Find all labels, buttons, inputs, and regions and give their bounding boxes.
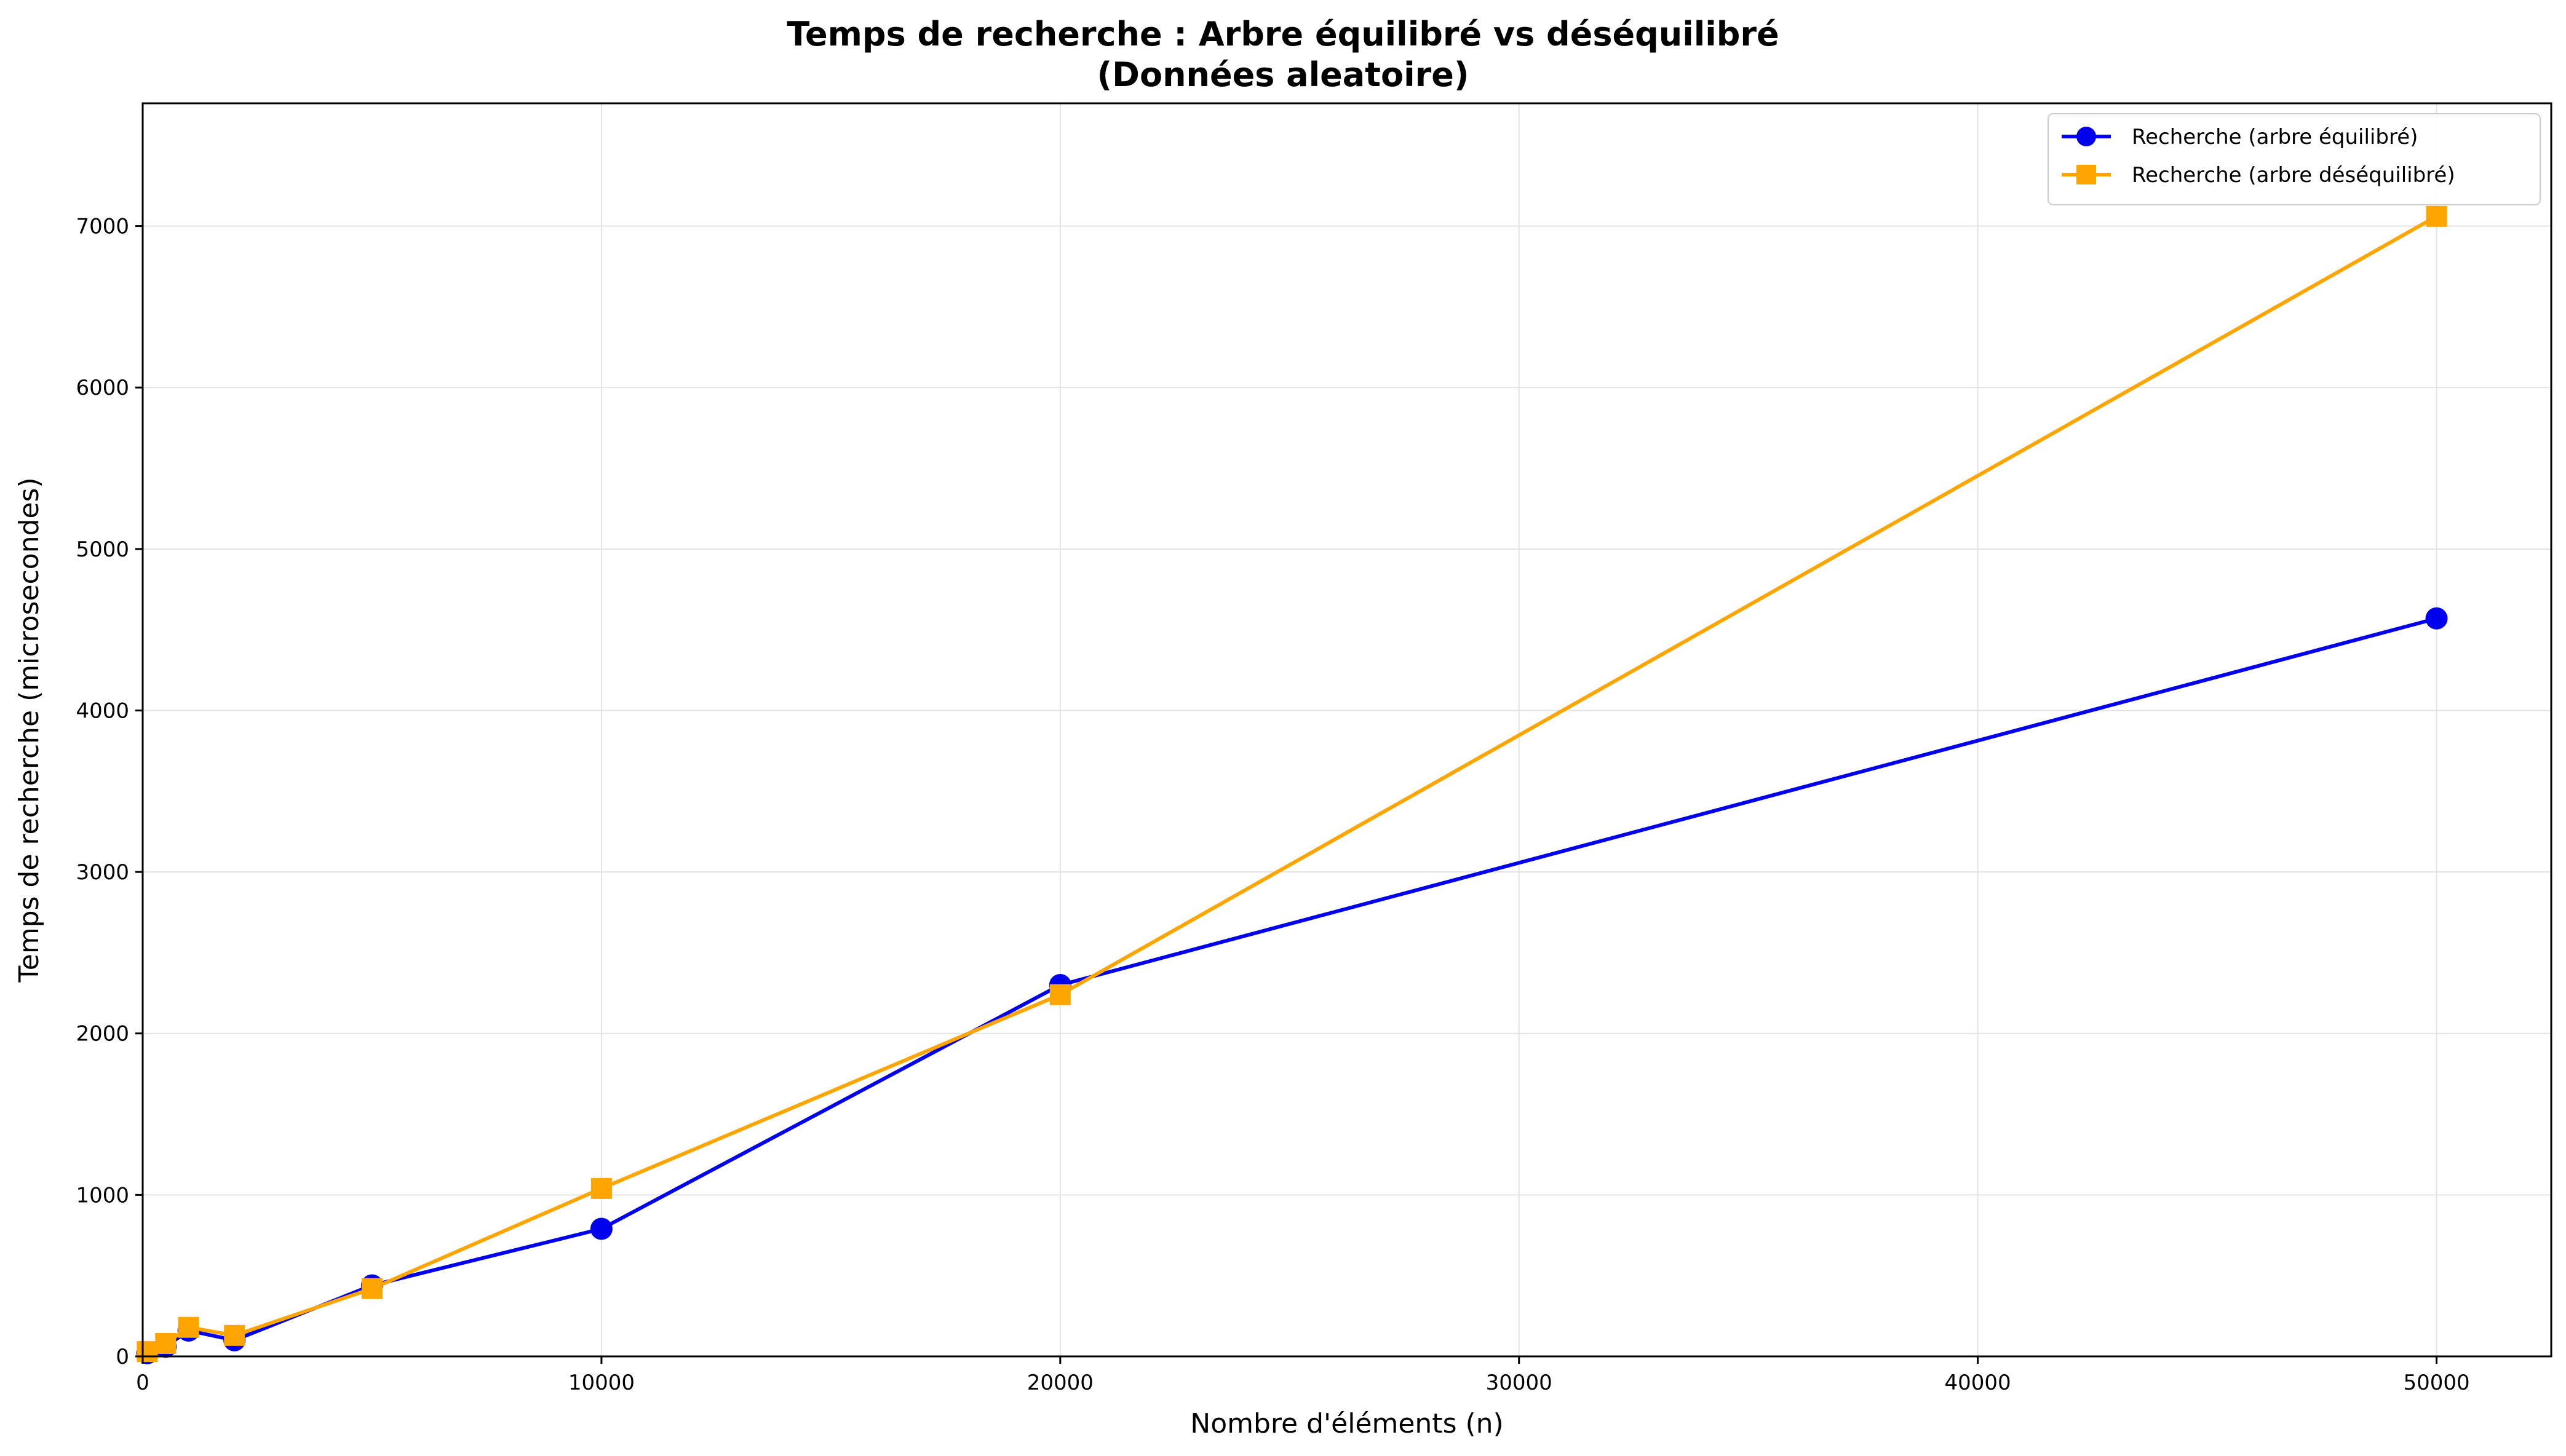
data-point-square [361, 1278, 383, 1299]
legend-label-balanced: Recherche (arbre équilibré) [2132, 125, 2418, 149]
chart-title: Temps de recherche : Arbre équilibré vs … [787, 15, 1779, 53]
y-tick-label: 1000 [76, 1183, 129, 1208]
legend: Recherche (arbre équilibré) Recherche (a… [2048, 113, 2541, 205]
x-tick-label: 40000 [1945, 1371, 2011, 1395]
y-tick-label: 0 [116, 1345, 129, 1369]
grid-lines [142, 103, 2551, 1357]
y-axis-label: Temps de recherche (microsecondes) [14, 477, 45, 983]
y-tick-label: 6000 [76, 376, 129, 400]
legend-marker-unbalanced [2076, 165, 2096, 184]
data-point-square [2426, 205, 2447, 227]
data-point-square [224, 1324, 245, 1346]
x-tick-label: 0 [136, 1371, 149, 1395]
x-tick-label: 30000 [1486, 1371, 1552, 1395]
data-point-circle [2425, 607, 2448, 630]
data-point-square [155, 1332, 177, 1354]
y-tick-label: 3000 [76, 860, 129, 885]
y-tick-label: 2000 [76, 1022, 129, 1046]
plot-frame [141, 102, 2552, 1358]
x-tick-label: 20000 [1027, 1371, 1094, 1395]
y-tick-label: 5000 [76, 537, 129, 562]
x-tick-label: 50000 [2403, 1371, 2469, 1395]
data-point-square [137, 1341, 158, 1363]
data-point-square [178, 1316, 199, 1338]
chart-subtitle: (Données aleatoire) [1097, 55, 1469, 94]
x-tick-label: 10000 [568, 1371, 635, 1395]
legend-box [2048, 113, 2541, 205]
x-axis-label: Nombre d'éléments (n) [1190, 1408, 1503, 1439]
data-point-square [1049, 984, 1071, 1005]
y-tick-label: 4000 [76, 698, 129, 723]
axis-ticks: 0 10000 20000 30000 40000 50000 0 1000 2000 3000 4… [76, 215, 2469, 1395]
legend-marker-balanced [2076, 127, 2096, 146]
y-tick-label: 7000 [76, 215, 129, 239]
series-lines [136, 205, 2448, 1364]
data-point-square [590, 1177, 612, 1199]
data-point-circle [590, 1217, 613, 1240]
legend-label-unbalanced: Recherche (arbre déséquilibré) [2132, 163, 2455, 188]
